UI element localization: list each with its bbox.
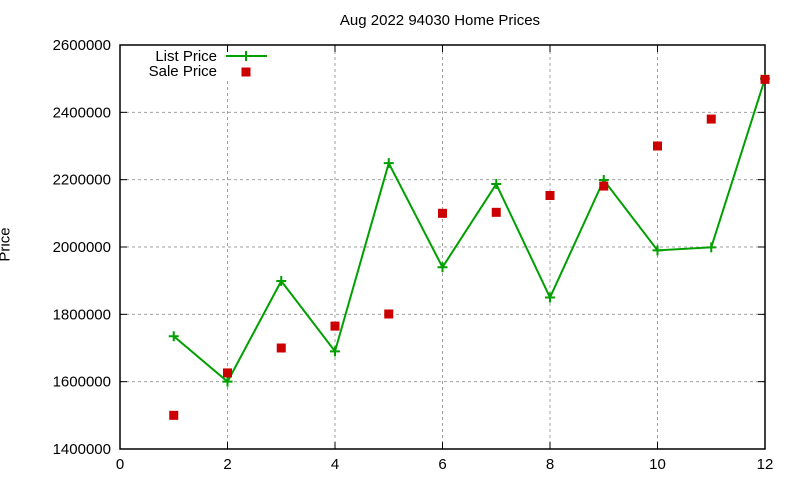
data-point-plus-marker [168,331,179,342]
chart-title: Aug 2022 94030 Home Prices [339,12,541,29]
y-tick-label: 2200000 [53,172,111,189]
x-tick-label: 8 [546,456,554,473]
legend-marker-list-price [241,51,251,61]
data-point-plus-marker [491,179,502,190]
data-point-square-marker [491,207,501,217]
legend-label-list-price: List Price [155,48,217,65]
data-point-square-marker [169,410,179,420]
y-tick-label: 2400000 [53,104,111,121]
data-point-plus-marker [706,242,717,253]
data-point-square-marker [384,309,394,319]
data-point-plus-marker [383,158,394,169]
data-point-plus-marker [222,376,233,387]
y-tick-label: 2600000 [53,37,111,54]
data-point-plus-marker [276,276,287,287]
data-point-square-marker [653,141,662,151]
legend-label-sale-price: Sale Price [149,63,217,80]
y-tick-label: 1400000 [53,441,111,458]
data-point-plus-marker [652,245,663,256]
data-point-square-marker [706,114,716,124]
data-point-square-marker [438,208,447,218]
x-tick-label: 0 [116,456,124,473]
x-tick-label: 2 [223,456,231,473]
data-point-square-marker [760,74,770,84]
legend-marker-sale-price [241,67,251,77]
x-tick-label: 6 [438,456,446,473]
data-point-square-marker [599,181,609,191]
series-line-list-price [173,78,766,384]
data-point-plus-marker [330,346,340,357]
data-point-square-marker [276,343,286,353]
data-point-plus-marker [437,262,448,273]
y-tick-label: 2000000 [53,239,111,256]
data-point-plus-marker [545,292,555,303]
x-tick-label: 12 [757,456,774,473]
data-point-square-marker [223,368,232,378]
data-point-square-marker [545,190,555,200]
y-tick-label: 1800000 [53,306,111,323]
y-tick-label: 1600000 [53,374,111,391]
data-point-square-marker [330,321,340,331]
x-tick-label: 10 [649,456,666,473]
x-tick-label: 4 [331,456,339,473]
